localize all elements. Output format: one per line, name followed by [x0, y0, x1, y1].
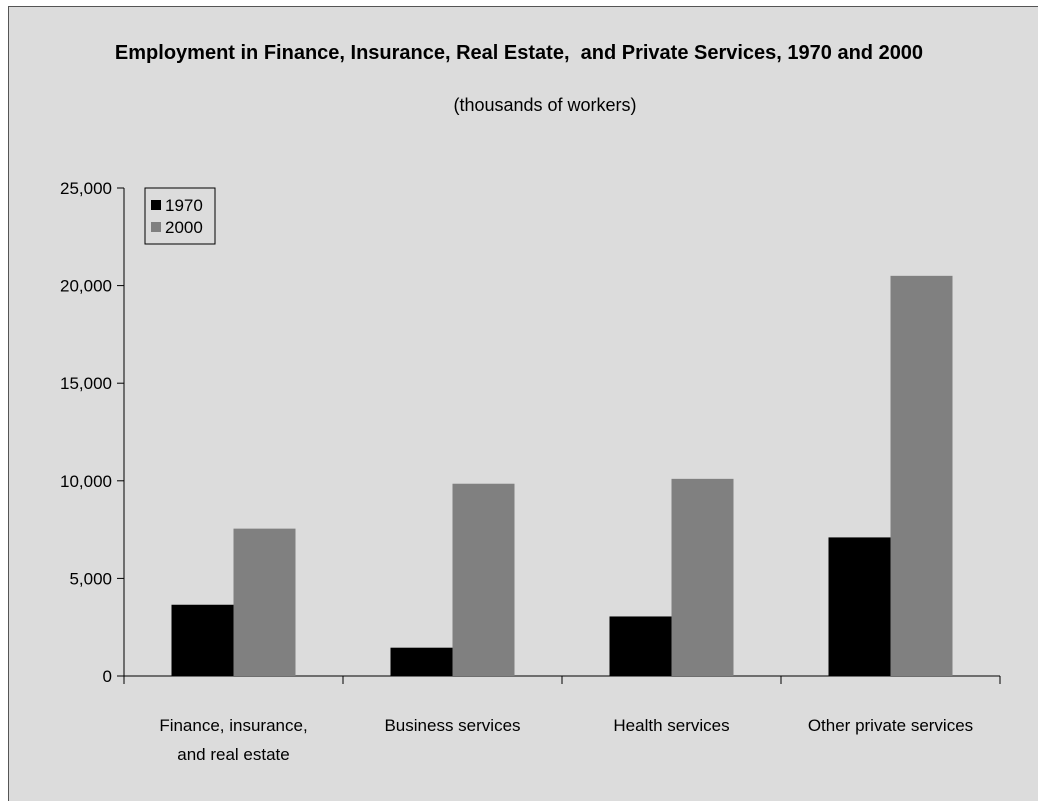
x-category-label: and real estate	[177, 745, 289, 764]
bar-2000	[452, 483, 515, 676]
legend-label-2000: 2000	[165, 218, 203, 237]
y-tick-label: 0	[103, 667, 112, 686]
chart-title: Employment in Finance, Insurance, Real E…	[114, 42, 924, 64]
chart-bars	[171, 275, 953, 676]
legend-swatch-1970	[151, 200, 161, 210]
y-tick-label: 25,000	[60, 179, 112, 198]
y-tick-label: 10,000	[60, 472, 112, 491]
bar-1970	[828, 537, 891, 676]
bar-2000	[671, 478, 734, 676]
bar-2000	[890, 275, 953, 676]
x-category-label: Health services	[613, 716, 729, 735]
y-tick-label: 5,000	[69, 569, 112, 588]
bar-2000	[233, 528, 296, 676]
x-category-label: Other private services	[808, 716, 973, 735]
x-category-label: Business services	[384, 716, 520, 735]
bar-1970	[609, 616, 672, 676]
chart-subtitle: (thousands of workers)	[453, 95, 637, 115]
y-tick-label: 15,000	[60, 374, 112, 393]
x-category-label: Finance, insurance,	[159, 716, 307, 735]
bar-1970	[390, 647, 453, 676]
legend-label-1970: 1970	[165, 196, 203, 215]
legend-box	[144, 187, 216, 245]
chart-legend: 1970 2000	[144, 187, 216, 245]
chart-axes: 0 5,000 10,000 15,000 20,000 25,000 Finance, i…	[60, 179, 1001, 764]
legend-swatch-2000	[151, 222, 161, 232]
y-tick-label: 20,000	[60, 277, 112, 296]
bar-1970	[171, 604, 234, 676]
